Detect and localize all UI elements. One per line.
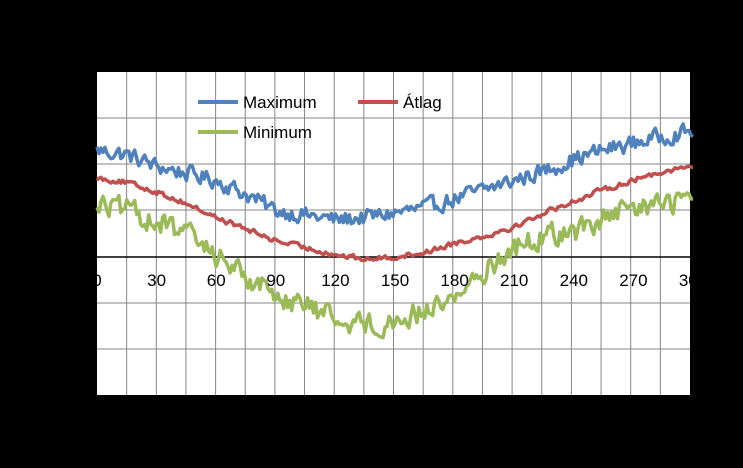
series-line-atlag — [95, 164, 694, 263]
x-tick-label: 300 — [679, 271, 707, 290]
series-line-maximum — [95, 122, 694, 226]
x-tick-label: 30 — [147, 271, 166, 290]
x-tick-label: 210 — [500, 271, 528, 290]
x-tick-label: 150 — [381, 271, 409, 290]
x-tick-label: 120 — [321, 271, 349, 290]
legend-label-maximum: Maximum — [243, 93, 317, 112]
legend-label-atlag: Átlag — [403, 93, 442, 112]
series-line-minimum — [95, 191, 694, 340]
grid-lines — [97, 72, 690, 395]
x-tick-labels: 0 30 60 90 120 150 180 210 240 270 300 — [92, 271, 707, 290]
legend-label-minimum: Minimum — [243, 123, 312, 142]
x-tick-label: 180 — [440, 271, 468, 290]
legend-item-minimum: Minimum — [198, 123, 312, 142]
x-tick-label: 0 — [92, 271, 101, 290]
x-tick-label: 240 — [560, 271, 588, 290]
legend-item-maximum: Maximum — [198, 93, 317, 112]
x-tick-label: 60 — [207, 271, 226, 290]
x-tick-label: 90 — [266, 271, 285, 290]
series-lines — [95, 122, 694, 340]
legend-item-atlag: Átlag — [358, 93, 442, 112]
legend: Maximum Átlag Minimum — [198, 93, 442, 142]
x-tick-label: 270 — [619, 271, 647, 290]
